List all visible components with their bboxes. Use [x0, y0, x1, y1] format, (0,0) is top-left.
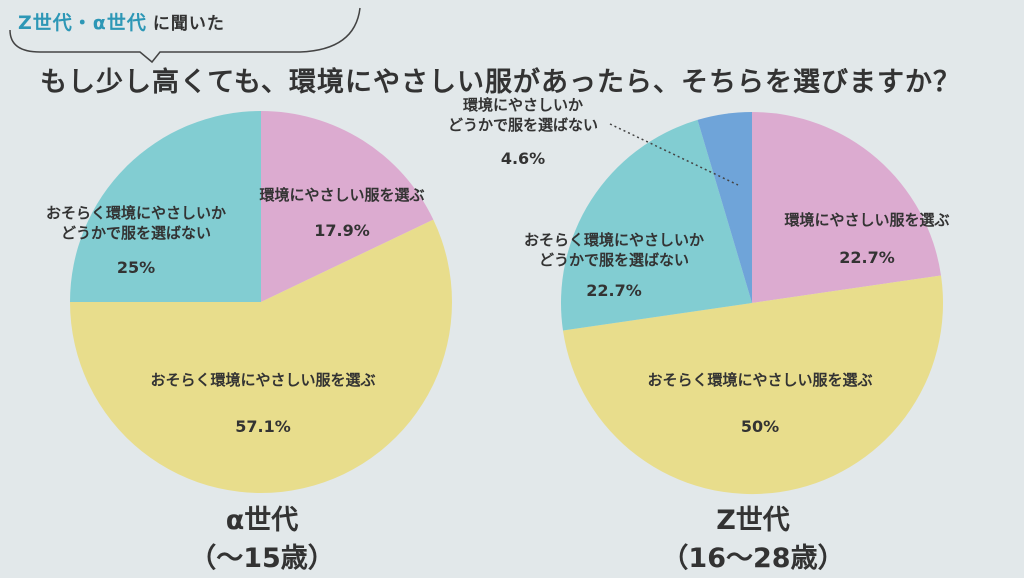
slice-label-4: 環境にやさしいかどうかで服を選ばない	[448, 96, 598, 134]
slice-value-3: 22.7%	[586, 281, 642, 300]
alpha-chart-title: α世代 （〜15歳）	[112, 502, 412, 578]
slice-label-2: おそらく環境にやさしい服を選ぶ	[150, 371, 375, 389]
slice-label-2: おそらく環境にやさしい服を選ぶ	[647, 371, 872, 389]
z-title: Z世代	[716, 505, 790, 536]
pie-slice-1	[752, 112, 942, 303]
pie-slice-2	[562, 275, 944, 495]
slice-value-1: 17.9%	[314, 221, 370, 240]
slice-label-1: 環境にやさしい服を選ぶ	[784, 211, 949, 229]
z-chart-title: Z世代 （16〜28歳）	[603, 502, 903, 578]
z-subtitle: （16〜28歳）	[661, 543, 845, 574]
alpha-subtitle: （〜15歳）	[189, 543, 335, 574]
callout-line	[609, 123, 739, 186]
z-pie: 環境にやさしい服を選ぶ 22.7% おそらく環境にやさしい服を選ぶ 50% おそらく環境…	[448, 96, 950, 495]
slice-label-3: おそらく環境にやさしいかどうかで服を選ばない	[524, 231, 704, 269]
pie-slice-2	[70, 219, 452, 493]
slice-value-2: 57.1%	[235, 417, 291, 436]
pie-slice-3	[70, 111, 261, 302]
question-title: もし少し高くても、環境にやさしい服があったら、そちらを選びますか？	[40, 67, 962, 98]
alpha-title: α世代	[225, 505, 299, 536]
slice-value-4: 4.6%	[501, 149, 545, 168]
slice-value-2: 50%	[741, 417, 779, 436]
slice-value-3: 25%	[117, 258, 155, 277]
alpha-pie: 環境にやさしい服を選ぶ 17.9% おそらく環境にやさしい服を選ぶ 57.1% おそらく…	[46, 111, 452, 493]
slice-value-1: 22.7%	[839, 248, 895, 267]
pie-slice-1	[261, 111, 434, 302]
pie-slice-3	[560, 119, 752, 331]
slice-label-1: 環境にやさしい服を選ぶ	[259, 186, 424, 204]
slice-label-3: おそらく環境にやさしいかどうかで服を選ばない	[46, 204, 226, 242]
pie-slice-4	[697, 112, 752, 303]
